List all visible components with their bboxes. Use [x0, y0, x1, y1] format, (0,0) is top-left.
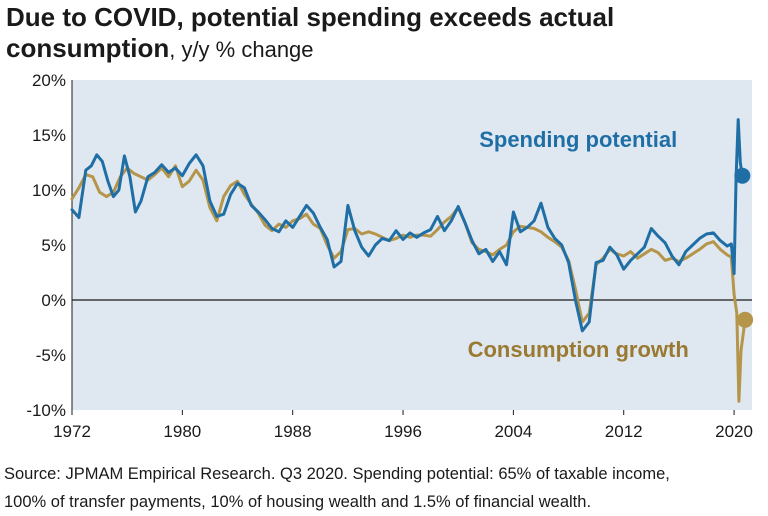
source-note: Source: JPMAM Empirical Research. Q3 202…	[4, 460, 670, 516]
y-tick-label: 15%	[32, 126, 66, 145]
x-tick-label: 2012	[605, 422, 643, 441]
chart-title-line-2: consumption, y/y % change	[6, 33, 314, 63]
y-tick-label: 20%	[32, 71, 66, 90]
x-tick-label: 2020	[715, 422, 753, 441]
y-tick-label: 5%	[41, 236, 66, 255]
source-line-1: Source: JPMAM Empirical Research. Q3 202…	[4, 465, 670, 483]
x-tick-label: 1980	[163, 422, 201, 441]
y-tick-label: -10%	[26, 401, 66, 420]
x-tick-label: 2004	[494, 422, 532, 441]
chart-title-line-1: Due to COVID, potential spending exceeds…	[6, 2, 615, 32]
spending-potential-label: Spending potential	[479, 127, 677, 152]
chart-title-units: , y/y % change	[169, 37, 314, 62]
spending-potential-line	[70, 118, 744, 333]
y-tick-label: 0%	[41, 291, 66, 310]
consumption-growth-label: Consumption growth	[468, 337, 689, 362]
chart-title: Due to COVID, potential spending exceeds…	[6, 2, 614, 65]
y-tick-label: -5%	[36, 346, 66, 365]
x-tick-label: 1996	[384, 422, 422, 441]
x-tick-label: 1972	[53, 422, 91, 441]
source-line-2: 100% of transfer payments, 10% of housin…	[4, 493, 592, 511]
x-tick-label: 1988	[274, 422, 312, 441]
y-tick-label: 10%	[32, 181, 66, 200]
spending-potential-end-marker	[734, 167, 751, 184]
plot-area	[72, 80, 752, 410]
consumption-growth-end-marker	[737, 311, 754, 328]
